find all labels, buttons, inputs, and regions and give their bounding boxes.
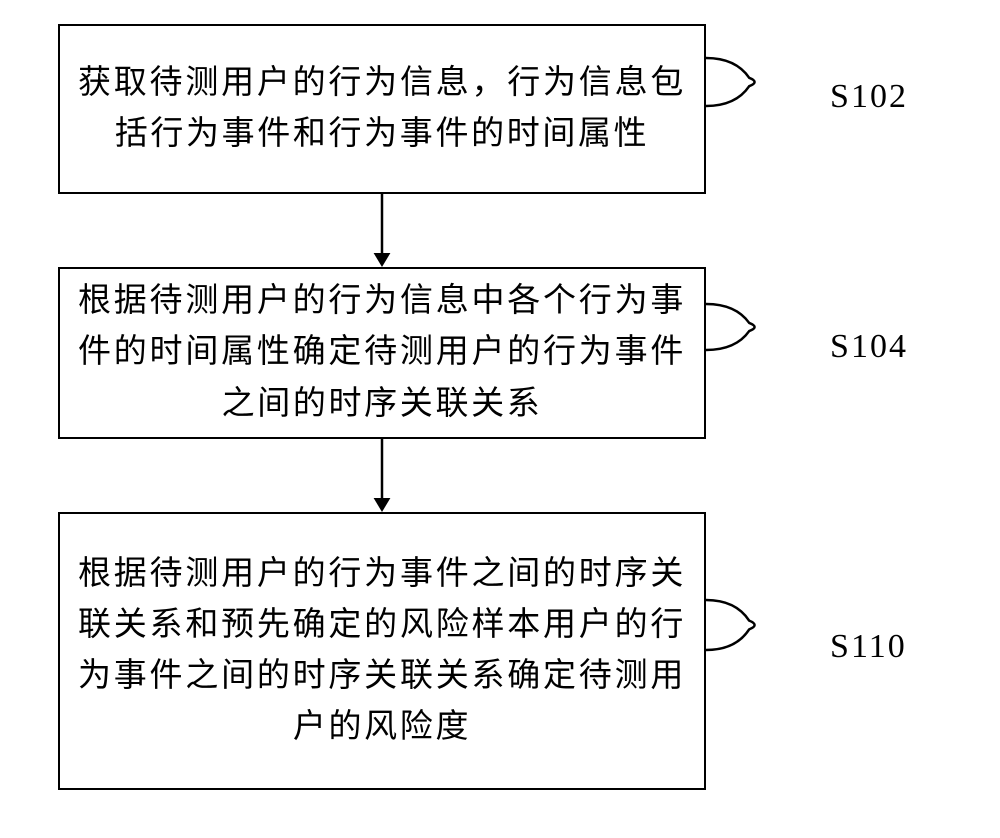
flow-arrow-1 [368,194,396,267]
label-connector-s110 [706,596,764,654]
flow-node-s104: 根据待测用户的行为信息中各个行为事件的时间属性确定待测用户的行为事件之间的时序关… [58,267,706,439]
label-connector-s102 [706,54,764,110]
flow-label-s110: S110 [830,628,907,666]
flow-node-s110-text: 根据待测用户的行为事件之间的时序关联关系和预先确定的风险样本用户的行为事件之间的… [78,549,686,754]
flow-label-s102: S102 [830,78,908,116]
flow-node-s110: 根据待测用户的行为事件之间的时序关联关系和预先确定的风险样本用户的行为事件之间的… [58,512,706,790]
flow-label-s104: S104 [830,328,908,366]
flow-node-s102: 获取待测用户的行为信息，行为信息包括行为事件和行为事件的时间属性 [58,24,706,194]
flow-node-s102-text: 获取待测用户的行为信息，行为信息包括行为事件和行为事件的时间属性 [78,58,686,160]
flow-arrow-2 [368,439,396,512]
flow-node-s104-text: 根据待测用户的行为信息中各个行为事件的时间属性确定待测用户的行为事件之间的时序关… [78,276,686,429]
flowchart-canvas: 获取待测用户的行为信息，行为信息包括行为事件和行为事件的时间属性 S102 根据… [0,0,1000,838]
label-connector-s104 [706,300,764,354]
